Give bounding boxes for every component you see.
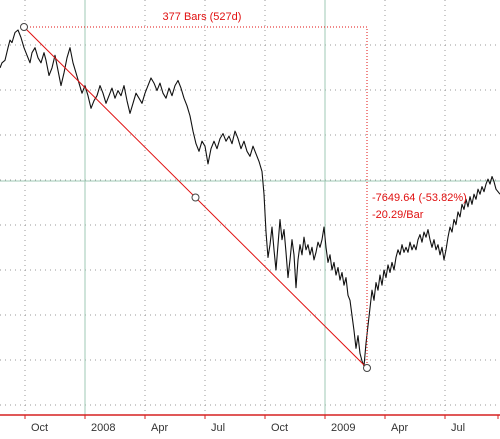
- series-layer: [0, 29, 500, 367]
- x-tick-label-5: 2009: [331, 422, 355, 434]
- x-tick-label-1: 2008: [91, 422, 115, 434]
- x-tick-label-7: Jul: [451, 422, 465, 434]
- measure-box: [24, 26, 368, 368]
- crosshair: [0, 0, 500, 415]
- rate-per-bar-label: -20.29/Bar: [372, 209, 424, 221]
- bars-count-label: 377 Bars (527d): [163, 11, 242, 23]
- x-tick-label-3: Jul: [211, 422, 225, 434]
- measure-end-handle[interactable]: [363, 364, 371, 372]
- measure-start-handle[interactable]: [20, 23, 28, 31]
- x-axis: Oct2008AprJulOct2009AprJulOct: [0, 414, 500, 434]
- x-tick-label-0: Oct: [31, 422, 48, 434]
- price-series-line-0: [0, 29, 500, 367]
- measure-tool[interactable]: 377 Bars (527d) -7649.64 (-53.82%) -20.2…: [20, 11, 467, 372]
- x-tick-label-4: Oct: [271, 422, 288, 434]
- price-change-label: -7649.64 (-53.82%): [372, 192, 467, 204]
- x-tick-label-2: Apr: [151, 422, 168, 434]
- grid: [0, 0, 500, 415]
- measure-mid-handle[interactable]: [191, 193, 200, 202]
- x-tick-label-6: Apr: [391, 422, 408, 434]
